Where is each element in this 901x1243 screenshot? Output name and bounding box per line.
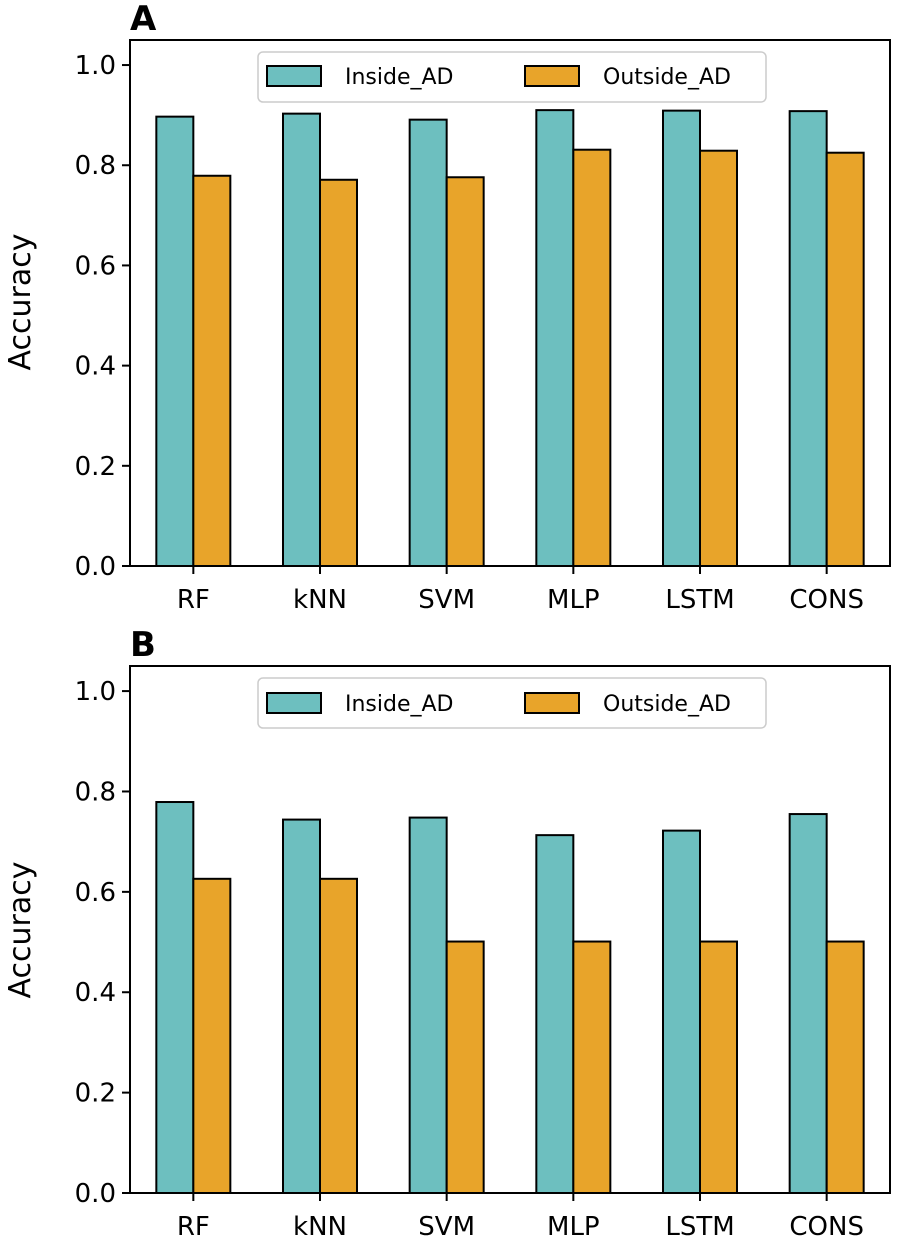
bar-outside-ad-svm bbox=[445, 940, 485, 1194]
x-tick-label: CONS bbox=[789, 1212, 864, 1242]
legend-swatch-inside-ad bbox=[266, 692, 322, 714]
y-tick-label: 1.0 bbox=[75, 51, 116, 81]
plot-frame bbox=[129, 665, 891, 1194]
y-axis-label: Accuracy bbox=[3, 234, 38, 371]
legend-label-outside-ad: Outside_AD bbox=[603, 692, 731, 717]
bar-inside-ad-rf bbox=[155, 115, 195, 567]
y-tick-label: 1.0 bbox=[75, 677, 116, 707]
legend-swatch-outside-ad bbox=[524, 65, 580, 87]
x-tick-label: RF bbox=[177, 585, 210, 615]
x-tick-label: SVM bbox=[418, 585, 475, 615]
x-tick-label: CONS bbox=[789, 585, 864, 615]
x-tick-label: RF bbox=[177, 1212, 210, 1242]
bar-outside-ad-cons bbox=[825, 151, 865, 567]
bar-inside-ad-knn bbox=[282, 112, 321, 567]
y-tick-label: 0.4 bbox=[75, 352, 116, 382]
legend-box bbox=[257, 51, 767, 103]
bar-outside-ad-rf bbox=[192, 877, 232, 1194]
legend-label-inside-ad: Inside_AD bbox=[345, 692, 454, 717]
bar-outside-ad-knn bbox=[319, 877, 358, 1194]
y-axis-label: Accuracy bbox=[3, 862, 38, 999]
y-tick-label: 0.2 bbox=[75, 1079, 116, 1109]
x-tick-label: LSTM bbox=[665, 1212, 734, 1242]
x-tick-label: kNN bbox=[293, 1212, 347, 1242]
bar-inside-ad-knn bbox=[282, 818, 321, 1195]
legend-box bbox=[257, 677, 767, 729]
legend: Inside_AD Outside_AD bbox=[257, 51, 767, 103]
bar-inside-ad-mlp bbox=[535, 834, 575, 1194]
x-tick-label: SVM bbox=[418, 1212, 475, 1242]
plot-frame bbox=[129, 39, 891, 567]
bar-inside-ad-svm bbox=[408, 118, 448, 567]
y-tick-label: 0.8 bbox=[75, 777, 116, 807]
y-tick-label: 0.4 bbox=[75, 978, 116, 1008]
bar-outside-ad-lstm bbox=[699, 149, 738, 567]
legend-swatch-inside-ad bbox=[266, 65, 322, 87]
x-tick-label: LSTM bbox=[665, 585, 734, 615]
plot-marks: RF kNN SVM MLP LSTM CONS 0.0 0.2 0.4 0.6 0.8 1.0 bbox=[75, 51, 865, 615]
bar-inside-ad-cons bbox=[788, 813, 828, 1194]
bar-outside-ad-knn bbox=[319, 178, 358, 567]
bar-outside-ad-svm bbox=[445, 176, 485, 567]
bar-inside-ad-lstm bbox=[662, 829, 701, 1194]
panel-letter: A bbox=[130, 0, 157, 39]
legend-label-inside-ad: Inside_AD bbox=[345, 65, 454, 90]
panel-a: A Accuracy RF kNN SVM MLP LSTM CONS 0.0 0.2 0.4 0… bbox=[3, 0, 891, 615]
bar-outside-ad-mlp bbox=[572, 148, 612, 568]
bar-outside-ad-rf bbox=[192, 174, 232, 568]
y-tick-label: 0.2 bbox=[75, 452, 116, 482]
plot-marks: RF kNN SVM MLP LSTM CONS 0.0 0.2 0.4 0.6 0.8 1.0 bbox=[75, 677, 865, 1242]
bar-outside-ad-lstm bbox=[699, 940, 738, 1194]
y-tick-label: 0.0 bbox=[75, 552, 116, 582]
legend: Inside_AD Outside_AD bbox=[257, 677, 767, 729]
x-tick-label: MLP bbox=[547, 585, 600, 615]
panel-letter: B bbox=[130, 625, 156, 665]
y-tick-label: 0.6 bbox=[75, 878, 116, 908]
legend-label-outside-ad: Outside_AD bbox=[603, 65, 731, 90]
bar-inside-ad-mlp bbox=[535, 109, 575, 567]
bar-inside-ad-svm bbox=[408, 816, 448, 1195]
legend-swatch-outside-ad bbox=[524, 692, 580, 714]
y-tick-label: 0.0 bbox=[75, 1179, 116, 1209]
y-tick-label: 0.8 bbox=[75, 151, 116, 181]
bar-inside-ad-cons bbox=[788, 110, 828, 568]
bar-outside-ad-mlp bbox=[572, 940, 612, 1194]
bar-inside-ad-rf bbox=[155, 801, 195, 1194]
bar-inside-ad-lstm bbox=[662, 109, 701, 568]
y-tick-label: 0.6 bbox=[75, 251, 116, 281]
bar-outside-ad-cons bbox=[825, 940, 865, 1194]
panel-b: B Accuracy RF kNN SVM MLP LSTM CONS 0.0 0.2 0.4 0… bbox=[3, 625, 891, 1242]
x-tick-label: kNN bbox=[293, 585, 347, 615]
x-tick-label: MLP bbox=[547, 1212, 600, 1242]
